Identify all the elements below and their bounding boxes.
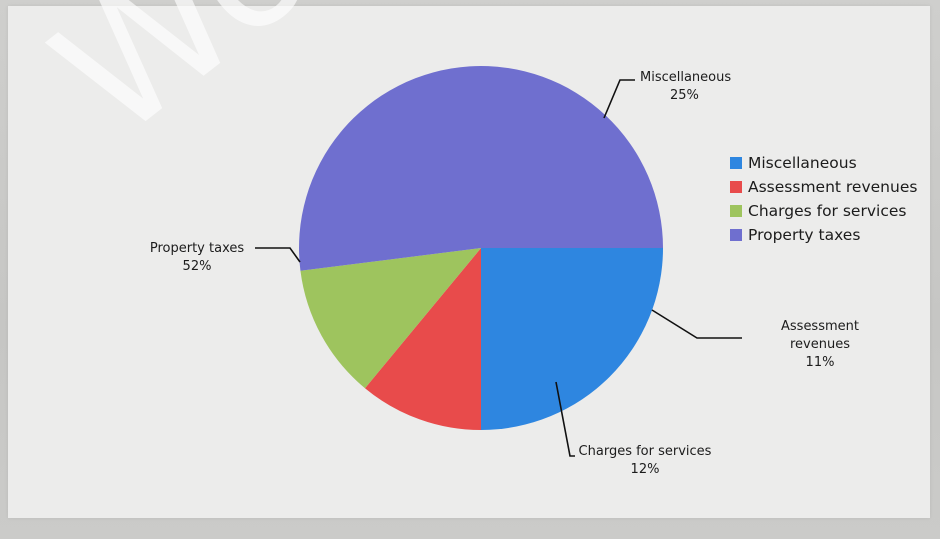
slice-labels: Miscellaneous 25% Assessment revenues 11% Cha…	[150, 70, 859, 477]
leader-line-assessment-revenues	[651, 309, 742, 339]
slice-label-charges-for-services: Charges for services 12%	[579, 444, 712, 477]
pie-slice-assessment-revenues	[364, 248, 481, 430]
pie-slices	[299, 66, 663, 430]
legend-label-property-taxes: Property taxes	[748, 226, 860, 244]
legend-swatch-property-taxes	[730, 229, 742, 241]
pie-slice-charges-for-services	[300, 248, 481, 389]
slice-label-assessment-revenues: Assessment revenues 11%	[781, 319, 859, 370]
leader-line-property-taxes	[255, 247, 301, 263]
pie-slice-miscellaneous	[481, 248, 663, 430]
leader-line-charges-for-services	[555, 381, 575, 457]
legend-swatch-assessment-revenues	[730, 181, 742, 193]
legend-label-assessment-revenues: Assessment revenues	[748, 178, 917, 196]
slice-label-miscellaneous: Miscellaneous 25%	[640, 70, 731, 103]
legend: Miscellaneous Assessment revenues Charges …	[730, 154, 917, 244]
leader-line-miscellaneous	[603, 79, 635, 119]
slice-label-property-taxes: Property taxes 52%	[150, 241, 244, 274]
leader-lines	[255, 79, 742, 457]
legend-swatch-miscellaneous	[730, 157, 742, 169]
pie-slice-property-taxes	[299, 66, 663, 271]
legend-label-miscellaneous: Miscellaneous	[748, 154, 857, 172]
legend-swatch-charges-for-services	[730, 205, 742, 217]
legend-label-charges-for-services: Charges for services	[748, 202, 906, 220]
